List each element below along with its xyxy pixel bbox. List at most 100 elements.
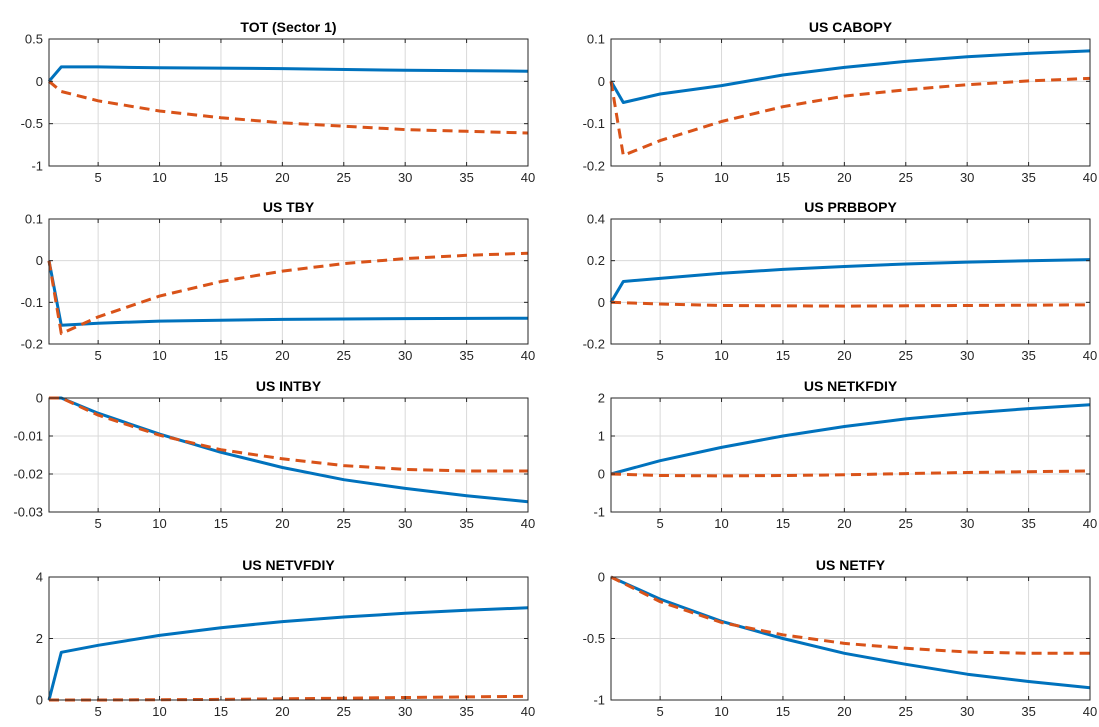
subplot-title: US CABOPY [809, 19, 893, 35]
x-tick-label: 5 [95, 516, 102, 531]
x-tick-label: 20 [275, 516, 289, 531]
y-tick-label: -0.02 [13, 467, 43, 482]
x-tick-label: 25 [337, 170, 351, 185]
subplot-4: 5 10 15 20 25 30 35 40 0.4 0.2 0 -0.2 US PRBBOPY [583, 199, 1098, 363]
y-tick-label: -1 [31, 159, 43, 174]
subplot-title: US PRBBOPY [804, 199, 897, 215]
y-tick-label: -0.2 [583, 159, 605, 174]
series-line-solid [47, 606, 529, 701]
y-tick-label: -1 [593, 505, 605, 520]
x-tick-label: 25 [899, 704, 913, 719]
y-tick-label: 2 [598, 391, 605, 406]
series-line-dashed [48, 80, 529, 135]
y-tick-label: -0.2 [583, 337, 605, 352]
subplot-2: 5 10 15 20 25 30 35 40 0.1 0 -0.1 -0.2 US CABOPY [583, 19, 1098, 185]
x-tick-label: 25 [337, 704, 351, 719]
x-tick-label: 25 [899, 516, 913, 531]
x-tick-label: 10 [714, 704, 728, 719]
x-tick-label: 20 [275, 704, 289, 719]
x-tick-label: 25 [899, 170, 913, 185]
x-tick-label: 30 [398, 516, 412, 531]
x-tick-label: 35 [459, 704, 473, 719]
y-tick-label: -0.2 [21, 337, 43, 352]
x-tick-label: 40 [521, 516, 535, 531]
x-tick-label: 30 [960, 704, 974, 719]
x-tick-label: 30 [398, 704, 412, 719]
x-tick-label: 30 [960, 348, 974, 363]
y-tick-label: -0.03 [13, 505, 43, 520]
x-tick-label: 15 [214, 704, 228, 719]
y-tick-label: -0.1 [21, 295, 43, 310]
series-line-dashed [610, 300, 1091, 308]
subplot-title: US NETVFDIY [242, 557, 335, 573]
x-tick-label: 20 [837, 348, 851, 363]
x-tick-label: 15 [214, 170, 228, 185]
x-tick-label: 5 [657, 516, 664, 531]
x-tick-label: 5 [95, 170, 102, 185]
y-tick-label: -0.5 [583, 631, 605, 646]
x-tick-label: 5 [95, 704, 102, 719]
x-tick-label: 40 [1083, 516, 1097, 531]
subplot-1: 5 10 15 20 25 30 35 40 0.5 0 -0.5 -1 TOT (Sector 1) [21, 19, 536, 185]
y-tick-label: 0.4 [587, 212, 605, 227]
x-tick-label: 10 [714, 348, 728, 363]
series-line-dashed [49, 396, 528, 473]
subplot-title: US INTBY [256, 378, 322, 394]
x-tick-label: 40 [1083, 704, 1097, 719]
x-tick-label: 40 [521, 170, 535, 185]
x-tick-label: 15 [214, 516, 228, 531]
subplot-title: TOT (Sector 1) [240, 19, 336, 35]
x-tick-label: 40 [1083, 348, 1097, 363]
y-tick-label: 1 [598, 429, 605, 444]
subplot-title: US NETFY [816, 557, 886, 573]
y-tick-label: 0.5 [25, 32, 43, 47]
series-line-dashed [610, 575, 1090, 655]
x-tick-label: 20 [275, 348, 289, 363]
x-tick-label: 5 [657, 348, 664, 363]
plot-area [611, 219, 1090, 344]
y-tick-label: 0 [36, 391, 43, 406]
subplot-5: 5 10 15 20 25 30 35 40 0 -0.01 -0.02 -0.03 US INTBY [13, 378, 535, 531]
x-tick-label: 10 [152, 516, 166, 531]
x-tick-label: 35 [1021, 516, 1035, 531]
y-tick-label: 0 [36, 693, 43, 708]
x-tick-label: 35 [1021, 348, 1035, 363]
y-tick-label: 0.1 [587, 32, 605, 47]
axes-box [610, 397, 1091, 513]
x-tick-label: 15 [214, 348, 228, 363]
y-tick-label: -1 [593, 693, 605, 708]
y-tick-label: 0 [598, 295, 605, 310]
axes-box [48, 38, 529, 167]
x-tick-label: 10 [152, 170, 166, 185]
x-tick-label: 30 [960, 170, 974, 185]
axes-box [610, 38, 1091, 167]
y-tick-label: 0 [36, 74, 43, 89]
x-tick-label: 40 [1083, 170, 1097, 185]
x-tick-label: 15 [776, 170, 790, 185]
subplot-8: 5 10 15 20 25 30 35 40 0 -0.5 -1 US NETFY [583, 557, 1098, 719]
series-line-solid [610, 403, 1091, 476]
x-tick-label: 30 [398, 348, 412, 363]
x-tick-label: 20 [837, 170, 851, 185]
x-tick-label: 10 [152, 704, 166, 719]
subplot-title: US TBY [263, 199, 315, 215]
y-tick-label: 2 [36, 631, 43, 646]
x-tick-label: 5 [657, 170, 664, 185]
x-tick-label: 25 [337, 348, 351, 363]
subplot-title: US NETKFDIY [804, 378, 898, 394]
plot-area [49, 39, 528, 166]
x-tick-label: 20 [275, 170, 289, 185]
y-tick-label: 4 [36, 570, 43, 585]
series-line-dashed [610, 469, 1091, 478]
plot-area [49, 219, 528, 344]
x-tick-label: 40 [521, 348, 535, 363]
x-tick-label: 20 [837, 704, 851, 719]
x-tick-label: 35 [459, 516, 473, 531]
series-line-dashed [47, 251, 529, 336]
series-line-dashed [609, 76, 1091, 157]
y-tick-label: 0 [598, 467, 605, 482]
x-tick-label: 25 [899, 348, 913, 363]
